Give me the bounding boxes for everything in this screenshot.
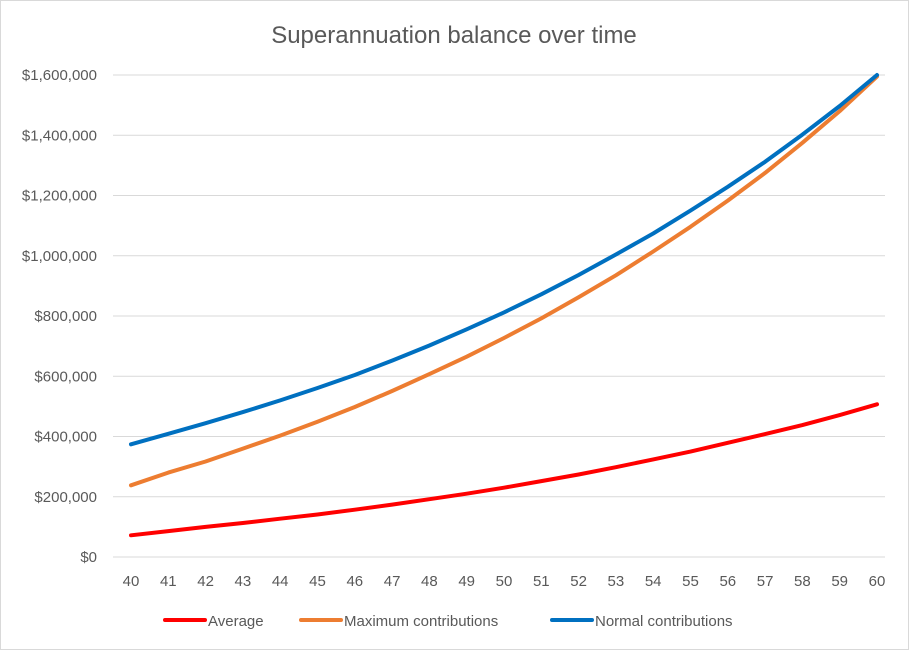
y-tick-label: $0: [80, 549, 97, 566]
series-line-average: [129, 402, 879, 538]
y-tick-label: $1,600,000: [22, 67, 97, 84]
series-line-normal-contributions: [129, 73, 879, 447]
legend-item: Average: [163, 613, 264, 630]
x-tick-label: 41: [160, 573, 177, 590]
legend-item: Normal contributions: [550, 613, 733, 630]
x-tick-label: 60: [869, 573, 886, 590]
x-tick-label: 49: [458, 573, 475, 590]
x-tick-label: 52: [570, 573, 587, 590]
y-tick-label: $1,200,000: [22, 188, 97, 205]
x-tick-label: 46: [346, 573, 363, 590]
x-tick-label: 57: [757, 573, 774, 590]
x-tick-label: 42: [197, 573, 214, 590]
x-tick-label: 40: [123, 573, 140, 590]
x-tick-label: 53: [608, 573, 625, 590]
x-tick-label: 45: [309, 573, 326, 590]
x-tick-label: 51: [533, 573, 550, 590]
x-tick-label: 55: [682, 573, 699, 590]
x-tick-label: 56: [719, 573, 736, 590]
y-tick-label: $400,000: [34, 429, 97, 446]
y-tick-label: $200,000: [34, 489, 97, 506]
y-tick-label: $600,000: [34, 368, 97, 385]
legend-label: Average: [208, 613, 264, 630]
y-tick-label: $1,000,000: [22, 248, 97, 265]
y-axis: $0 $200,000 $400,000 $600,000 $800,000 $1,000…: [22, 67, 97, 566]
x-tick-label: 58: [794, 573, 811, 590]
legend-label: Maximum contributions: [344, 613, 498, 630]
x-axis: 40 41 42 43 44 45 46 47 48 49 50 51 52 53 54 55 56 57 58 59…: [123, 573, 886, 590]
x-tick-label: 54: [645, 573, 662, 590]
x-tick-label: 44: [272, 573, 289, 590]
x-tick-label: 43: [235, 573, 252, 590]
series-line-maximum-contributions: [129, 74, 879, 488]
legend-item: Maximum contributions: [299, 613, 498, 630]
series-lines: [129, 73, 879, 538]
x-tick-label: 59: [831, 573, 848, 590]
x-tick-label: 48: [421, 573, 438, 590]
chart-title: Superannuation balance over time: [271, 22, 637, 49]
x-tick-label: 47: [384, 573, 401, 590]
y-tick-label: $800,000: [34, 308, 97, 325]
x-tick-label: 50: [496, 573, 513, 590]
legend-label: Normal contributions: [595, 613, 733, 630]
y-tick-label: $1,400,000: [22, 127, 97, 144]
legend: Average Maximum contributions Normal contr…: [163, 613, 733, 630]
